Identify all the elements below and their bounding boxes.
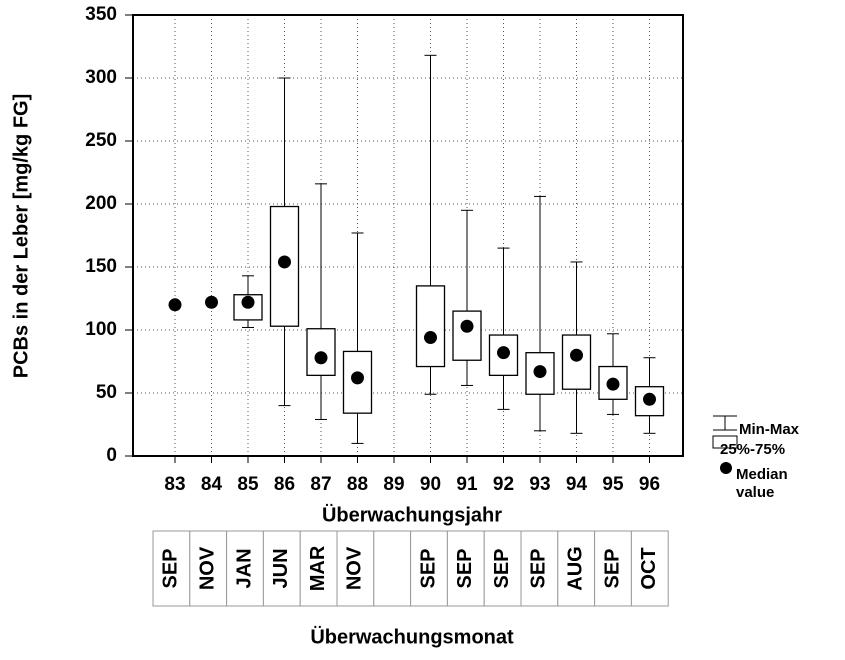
month-text: SEP xyxy=(160,548,182,588)
x-tick-label: 87 xyxy=(310,474,331,495)
y-tick-label: 0 xyxy=(106,445,117,466)
box xyxy=(561,334,592,390)
box xyxy=(415,285,446,368)
month-cell xyxy=(410,530,448,607)
month-text: NOV xyxy=(344,546,366,590)
month-cell xyxy=(373,530,412,607)
month-text: NOV xyxy=(196,546,218,590)
median-dot xyxy=(643,392,656,406)
y-tick-label: 350 xyxy=(85,4,117,25)
month-text: AUG xyxy=(564,546,586,590)
month-text: SEP xyxy=(528,548,550,588)
month-cell xyxy=(299,530,338,607)
box xyxy=(598,365,628,400)
median-dot xyxy=(205,295,218,309)
y-tick-label: 50 xyxy=(96,382,117,403)
month-text: MAR xyxy=(307,545,329,591)
y-tick-label: 150 xyxy=(85,256,117,277)
month-cell xyxy=(189,530,228,607)
x-tick-label: 83 xyxy=(164,474,185,495)
median-dot xyxy=(460,319,474,333)
x-tick-label: 88 xyxy=(347,474,368,495)
median-dot xyxy=(351,371,364,385)
month-text: SEP xyxy=(491,548,513,588)
x-axis-label: Überwachungsjahr xyxy=(322,503,502,526)
month-cell xyxy=(262,530,301,607)
median-dot xyxy=(241,295,255,309)
legend-label: 25%-75% xyxy=(720,441,785,458)
legend-label: Min-Max xyxy=(739,421,800,438)
plot-frame xyxy=(132,14,684,457)
month-cell xyxy=(226,530,264,607)
legend-label: Median value xyxy=(736,466,788,501)
month-cell xyxy=(630,530,669,607)
y-tick-label: 100 xyxy=(85,319,117,340)
y-axis-label: PCBs in der Leber [mg/kg FG] xyxy=(10,94,32,378)
x-tick-label: 91 xyxy=(456,474,478,495)
x-tick-label: 92 xyxy=(493,474,514,495)
month-text: SEP xyxy=(601,548,623,588)
x-tick-label: 89 xyxy=(383,474,404,495)
month-text: SEP xyxy=(417,548,439,588)
box xyxy=(452,310,482,361)
median-dot xyxy=(168,298,182,312)
month-cell xyxy=(520,530,559,607)
month-text: JAN xyxy=(233,548,255,588)
x-tick-label: 86 xyxy=(274,474,295,495)
median-dot xyxy=(424,331,437,345)
x-tick-label: 95 xyxy=(602,474,624,495)
median-dot xyxy=(278,255,291,269)
x-tick-label: 96 xyxy=(639,474,660,495)
month-cell xyxy=(446,530,485,607)
x-tick-label: 85 xyxy=(237,474,259,495)
median-dot xyxy=(497,346,510,360)
median-dot xyxy=(314,351,328,365)
x-tick-label: 93 xyxy=(529,474,550,495)
month-text: SEP xyxy=(454,548,476,588)
x-tick-label: 90 xyxy=(420,474,441,495)
median-dot xyxy=(533,365,547,379)
month-cell xyxy=(336,530,375,607)
legend-label-box: Median value xyxy=(736,466,788,501)
median-dot xyxy=(606,377,620,391)
month-text: JUN xyxy=(270,548,292,588)
y-tick-label: 300 xyxy=(85,67,117,88)
y-tick-label: 200 xyxy=(85,193,117,214)
month-label: Überwachungsmonat xyxy=(310,625,514,648)
month-cell xyxy=(152,530,191,607)
median-dot xyxy=(570,348,583,362)
legend-symbol xyxy=(712,435,738,449)
x-tick-label: 94 xyxy=(566,474,588,495)
y-tick-label: 250 xyxy=(85,130,117,151)
x-tick-label: 84 xyxy=(201,474,223,495)
legend-symbol xyxy=(720,462,732,474)
month-cell xyxy=(594,530,632,607)
month-text: OCT xyxy=(638,547,660,589)
